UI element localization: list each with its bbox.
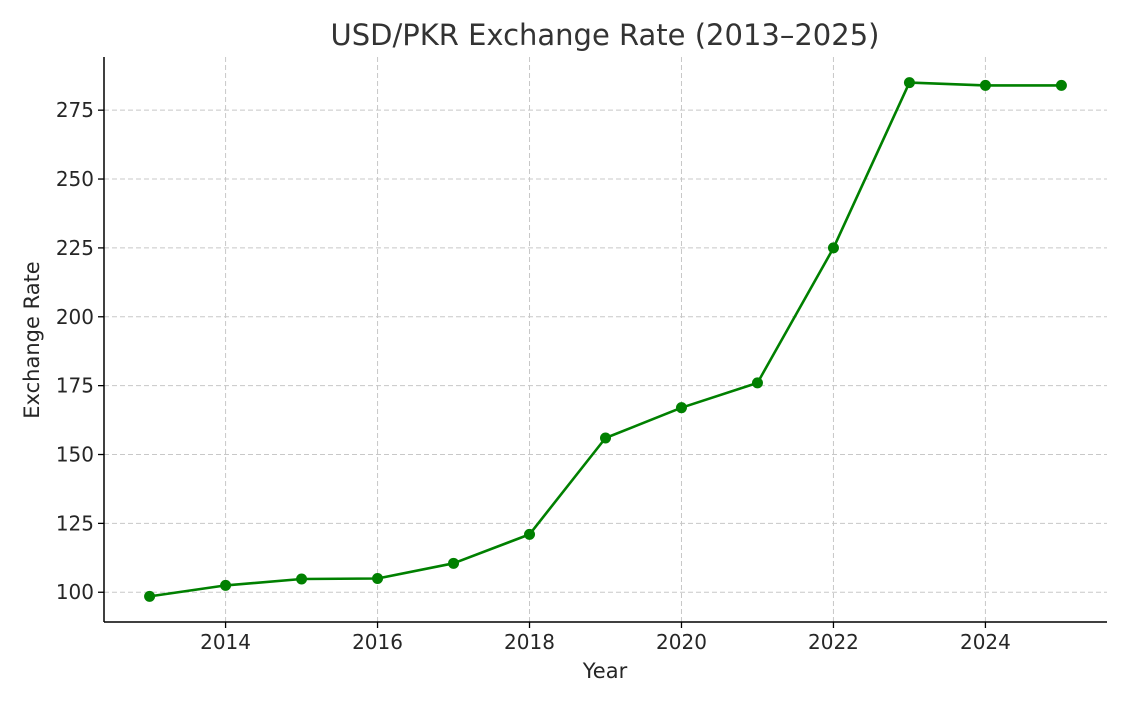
data-point <box>675 402 687 414</box>
data-point <box>903 77 915 89</box>
data-point <box>979 79 991 91</box>
y-tick-label: 150 <box>56 443 94 467</box>
data-point <box>448 557 460 569</box>
data-point <box>751 377 763 389</box>
x-tick-label: 2022 <box>808 630 859 654</box>
x-tick-label: 2018 <box>504 630 555 654</box>
chart-title: USD/PKR Exchange Rate (2013–2025) <box>331 18 880 52</box>
y-tick-label: 200 <box>56 305 94 329</box>
data-point <box>524 528 536 540</box>
data-point <box>296 573 308 585</box>
y-tick-label: 225 <box>56 236 94 260</box>
data-point <box>144 590 156 602</box>
axes <box>103 57 1107 623</box>
ticks: 2014 2016 2018 2020 2022 2024 100 125 150 175 200 2… <box>56 98 1011 654</box>
series-line <box>149 81 1062 598</box>
x-axis-title: Year <box>582 659 628 683</box>
data-point <box>600 432 611 444</box>
y-tick-label: 175 <box>56 374 94 398</box>
y-tick-label: 100 <box>56 580 94 604</box>
x-tick-label: 2014 <box>200 630 251 654</box>
data-point <box>1055 79 1067 91</box>
grid <box>104 57 1107 622</box>
data-point <box>827 242 839 254</box>
y-axis-title: Exchange Rate <box>20 261 44 418</box>
x-tick-label: 2020 <box>656 630 707 654</box>
y-tick-label: 125 <box>56 511 94 535</box>
data-point <box>372 572 384 584</box>
data-point <box>220 579 232 591</box>
y-tick-label: 275 <box>56 98 94 122</box>
x-tick-label: 2024 <box>960 630 1011 654</box>
series <box>144 77 1067 602</box>
y-tick-label: 250 <box>56 167 94 191</box>
x-tick-label: 2016 <box>352 630 403 654</box>
